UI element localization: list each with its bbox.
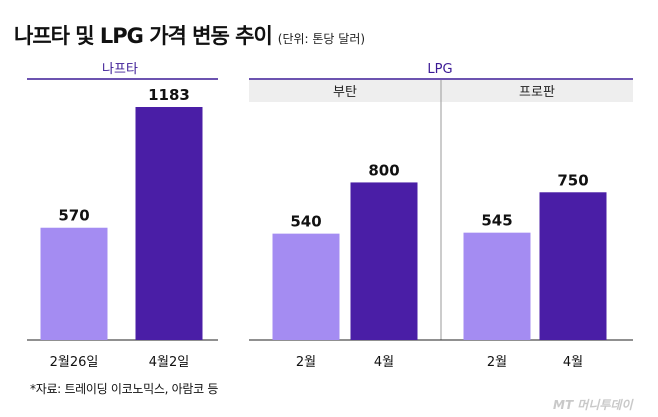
value-label-naphtha-0: 570: [58, 207, 89, 225]
bar-propane-1: [539, 192, 607, 340]
tick-label-butane-1: 4월: [374, 355, 394, 370]
watermark-logo: MT 머니투데이: [553, 398, 633, 412]
group-header-naphtha: 나프타: [102, 62, 138, 77]
tick-label-butane-0: 2월: [296, 355, 316, 370]
tick-label-propane-0: 2월: [487, 355, 507, 370]
tick-label-propane-1: 4월: [563, 355, 583, 370]
chart-title: 나프타 및 LPG 가격 변동 추이: [14, 24, 273, 48]
group-header-lpg: LPG: [427, 62, 452, 77]
unit-label: (단위: 톤당 달러): [277, 32, 366, 46]
tick-label-naphtha-0: 2월26일: [50, 355, 99, 370]
value-label-butane-1: 800: [368, 161, 399, 179]
value-label-butane-0: 540: [290, 213, 321, 231]
tick-label-naphtha-1: 4월2일: [149, 355, 189, 370]
subgroup-header-propane: 프로판: [519, 85, 555, 100]
bar-butane-0: [272, 233, 340, 340]
value-label-propane-1: 750: [557, 171, 588, 189]
bar-propane-0: [463, 232, 531, 340]
title-row: 나프타 및 LPG 가격 변동 추이 (단위: 톤당 달러): [14, 20, 365, 50]
bar-naphtha-0: [40, 227, 108, 340]
bar-butane-1: [350, 182, 418, 340]
subgroup-header-butane: 부탄: [333, 85, 357, 100]
bar-naphtha-1: [135, 107, 203, 340]
source-note: *자료: 트레이딩 이코노믹스, 아람코 등: [30, 382, 219, 396]
value-label-propane-0: 545: [481, 212, 512, 230]
value-label-naphtha-1: 1183: [148, 86, 190, 104]
bars-layer: 570 2월26일 1183 4월2일 540 2월 800 4월 545 2월 750 4월: [40, 86, 607, 370]
